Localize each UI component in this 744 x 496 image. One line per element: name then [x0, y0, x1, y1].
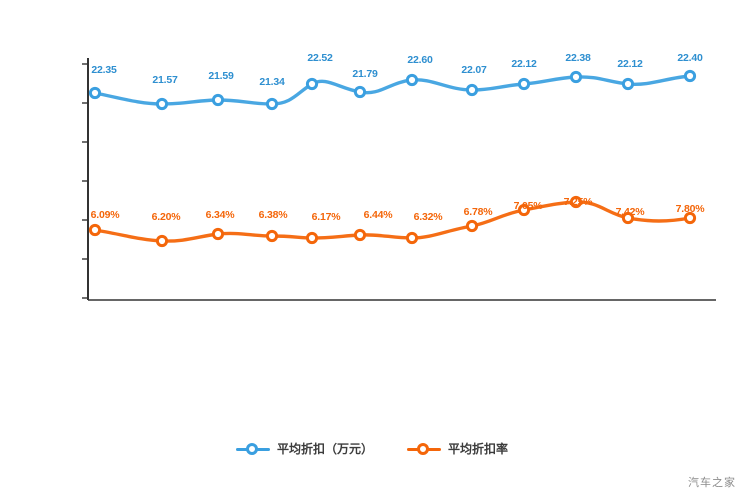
legend-item-discount-rate[interactable]: 平均折扣率	[407, 440, 508, 457]
data-label-orange: 7.42%	[615, 206, 645, 218]
data-label-orange: 7.80%	[675, 203, 705, 215]
legend-marker-icon	[407, 442, 441, 456]
data-label-blue: 22.35	[91, 64, 117, 76]
blue-series-line	[93, 74, 692, 106]
data-label-blue: 22.07	[461, 64, 487, 76]
data-label-orange: 6.38%	[258, 209, 288, 221]
data-label-blue: 22.60	[407, 54, 433, 66]
data-label-orange: 7.25%	[563, 196, 593, 208]
legend-marker-icon	[235, 442, 270, 456]
data-label-orange: 6.20%	[151, 211, 181, 223]
data-label-blue: 22.12	[617, 58, 643, 70]
y-axis-ticks	[82, 63, 88, 299]
watermark-text: 汽车之家	[688, 477, 736, 489]
data-label-blue: 22.40	[677, 52, 703, 64]
data-label-orange: 6.44%	[363, 209, 393, 221]
data-label-blue: 22.52	[307, 52, 333, 64]
orange-series-points	[88, 195, 697, 248]
data-label-blue: 21.59	[208, 70, 234, 82]
data-label-orange: 6.34%	[205, 209, 235, 221]
orange-series-line	[93, 200, 692, 243]
data-label-orange: 6.78%	[463, 206, 493, 218]
data-label-blue: 21.57	[152, 74, 178, 86]
data-label-blue: 21.79	[352, 68, 378, 80]
data-label-blue: 22.38	[565, 52, 591, 64]
legend-item-average-discount[interactable]: 平均折扣（万元）	[235, 440, 373, 457]
data-label-blue: 22.12	[511, 58, 537, 70]
data-label-orange: 6.17%	[311, 211, 341, 223]
data-label-orange: 6.32%	[413, 211, 443, 223]
data-label-blue: 21.34	[259, 76, 285, 88]
legend-label: 平均折扣（万元）	[276, 442, 373, 456]
data-label-orange: 7.05%	[513, 200, 543, 212]
data-label-orange: 6.09%	[90, 209, 120, 221]
blue-series-points	[88, 69, 697, 111]
chart-legend: 平均折扣（万元） 平均折扣率	[0, 440, 744, 457]
legend-label: 平均折扣率	[448, 442, 509, 456]
